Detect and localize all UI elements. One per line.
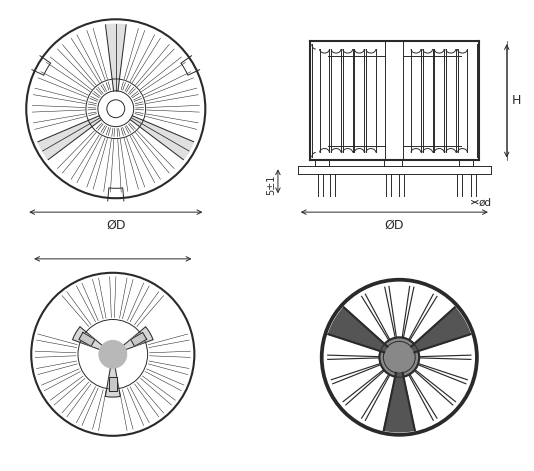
Polygon shape: [130, 116, 194, 160]
Polygon shape: [384, 373, 415, 432]
Polygon shape: [109, 377, 117, 391]
Text: ØD: ØD: [384, 219, 404, 232]
Polygon shape: [79, 333, 95, 346]
Circle shape: [86, 79, 146, 138]
Text: 5±1: 5±1: [266, 175, 276, 195]
Polygon shape: [131, 333, 147, 346]
Polygon shape: [73, 327, 105, 351]
Polygon shape: [121, 327, 153, 351]
Text: ØD: ØD: [106, 219, 125, 232]
Circle shape: [380, 337, 419, 377]
Polygon shape: [106, 24, 126, 91]
Polygon shape: [411, 308, 470, 352]
Text: ød: ød: [479, 197, 492, 207]
Circle shape: [99, 341, 127, 368]
Polygon shape: [38, 116, 101, 160]
Polygon shape: [328, 308, 388, 352]
Polygon shape: [105, 364, 120, 397]
Text: H: H: [512, 94, 521, 107]
